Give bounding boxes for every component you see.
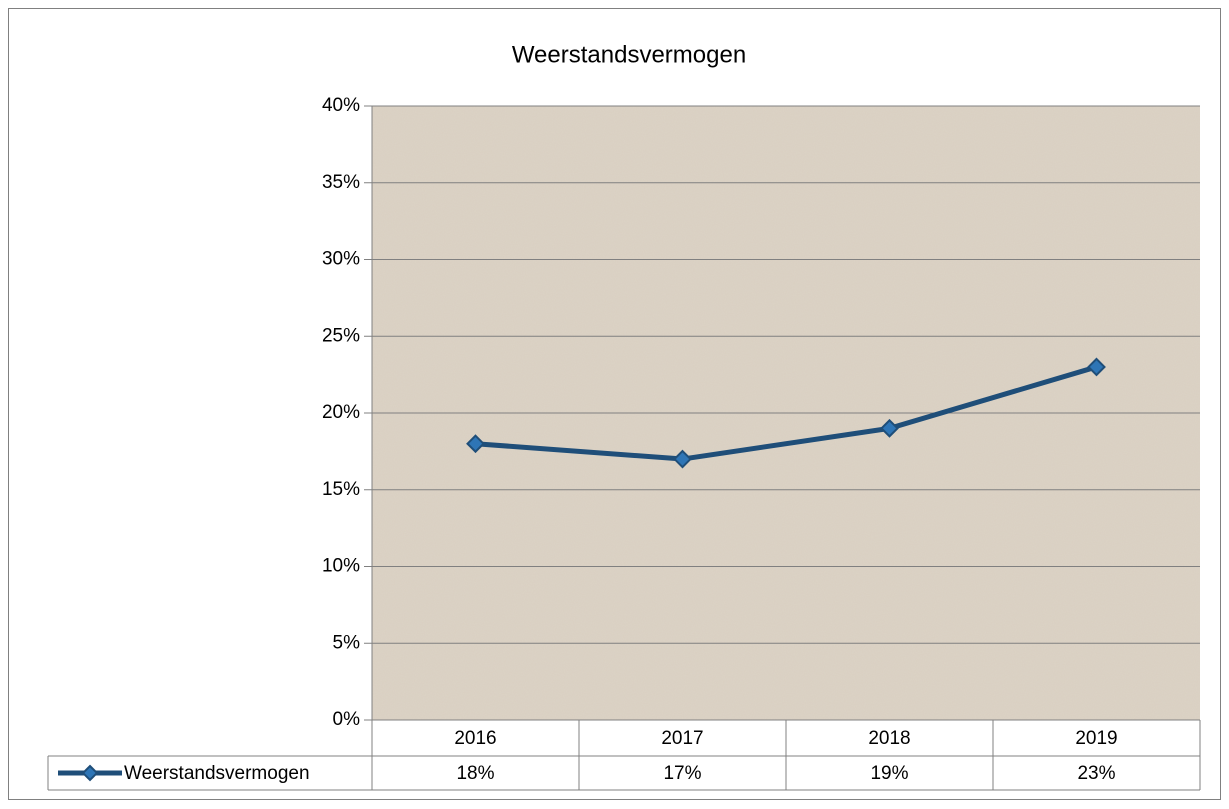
y-tick-label: 10% (322, 556, 360, 577)
marker (1087, 357, 1106, 377)
y-tick-label: 35% (322, 172, 360, 193)
table-value: 23% (1077, 763, 1115, 784)
legend-label: Weerstandsvermogen (124, 763, 310, 784)
y-tick-label: 25% (322, 325, 360, 346)
table-value: 18% (456, 763, 494, 784)
x-tick-label: 2016 (454, 728, 496, 749)
x-tick-label: 2018 (868, 728, 910, 749)
chart-title: Weerstandsvermogen (512, 41, 746, 68)
legend-marker (81, 764, 99, 782)
marker (880, 418, 899, 438)
x-tick-label: 2019 (1075, 728, 1117, 749)
y-tick-label: 40% (322, 95, 360, 116)
x-tick-label: 2017 (661, 728, 703, 749)
y-tick-label: 15% (322, 479, 360, 500)
y-tick-label: 0% (333, 709, 361, 730)
y-tick-label: 30% (322, 249, 360, 270)
y-tick-label: 5% (333, 632, 361, 653)
table-value: 19% (870, 763, 908, 784)
y-tick-label: 20% (322, 402, 360, 423)
marker (673, 449, 692, 469)
series-line (475, 364, 1098, 462)
table-value: 17% (663, 763, 701, 784)
marker (466, 434, 485, 454)
